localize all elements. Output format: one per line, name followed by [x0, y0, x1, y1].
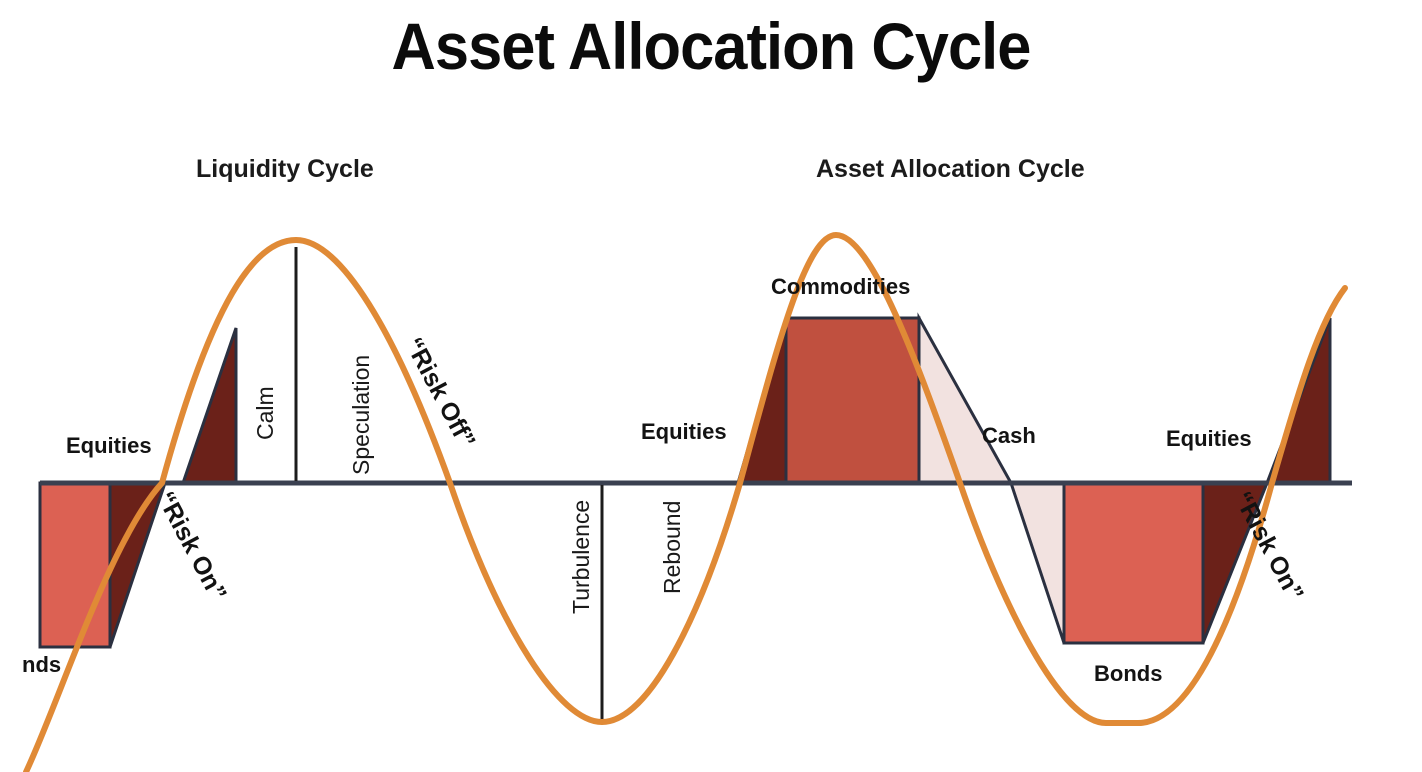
phase-label-calm: Calm — [252, 386, 278, 440]
asset-label-cash: Cash — [982, 423, 1036, 448]
phase-label-speculation: Speculation — [348, 354, 374, 475]
asset-label-equities-right: Equities — [1166, 426, 1252, 451]
commodities-bar — [784, 316, 921, 485]
phase-label-rebound: Rebound — [659, 500, 685, 594]
bonds-left-bar — [38, 481, 112, 649]
section-heading-liquidity-cycle: Liquidity Cycle — [196, 155, 374, 183]
bonds-right-bar — [1062, 481, 1205, 645]
cycle-wave — [23, 232, 1348, 772]
asset-label-bonds-left: nds — [22, 652, 62, 677]
phase-dividers — [294, 247, 604, 722]
asset-label-equities-left: Equities — [66, 433, 152, 458]
asset-label-equities-mid: Equities — [641, 419, 727, 444]
asset-label-commodities: Commodities — [771, 274, 911, 299]
asset-label-bonds-right: Bonds — [1094, 661, 1163, 686]
page-title: Asset Allocation Cycle — [391, 9, 1031, 83]
section-heading-asset-allocation-cycle: Asset Allocation Cycle — [816, 155, 1085, 183]
equities-left-tri — [180, 327, 238, 485]
phase-label-turbulence: Turbulence — [568, 499, 594, 614]
